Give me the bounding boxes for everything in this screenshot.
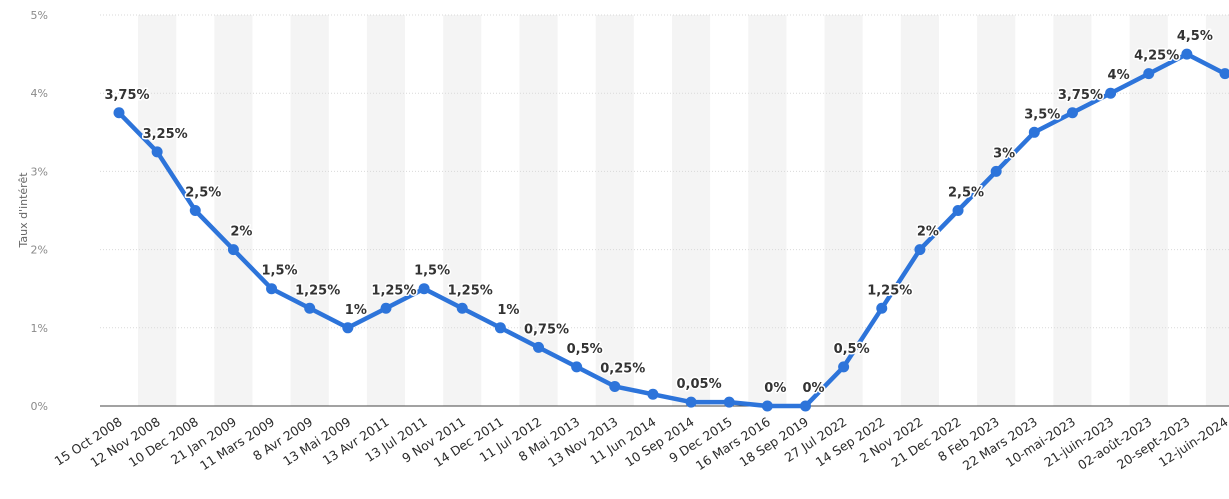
series-line-path [116,51,1228,409]
data-point [304,302,316,314]
data-label: 0,5% [567,342,603,357]
data-label: 1% [497,303,519,318]
data-label: 1,25% [295,283,340,298]
data-point [1105,87,1117,99]
data-point [571,361,583,373]
background-band [595,15,634,406]
background-band [1205,15,1229,406]
data-point [151,146,163,158]
data-label: 1,5% [262,264,298,279]
data-point [723,396,735,408]
data-point [1028,126,1040,138]
y-tick-label: 0% [31,400,48,413]
data-label: 1,25% [371,283,416,298]
data-point [1143,68,1155,80]
data-point [876,302,888,314]
data-label: 2% [230,225,252,240]
data-label: 2,5% [948,186,984,201]
data-label: 4,5% [1177,29,1213,44]
data-point [266,283,278,295]
data-point [1181,48,1193,60]
data-point [799,400,811,412]
background-band [366,15,406,406]
gridlines [100,14,1229,329]
data-label: 1,25% [867,283,912,298]
data-point [761,400,773,412]
data-label: 0,75% [524,322,569,337]
background-band [748,15,787,406]
data-label: 4% [1108,68,1130,83]
data-label: 0,5% [834,342,870,357]
data-point [113,107,125,119]
data-point [494,322,506,334]
y-axis-label: Taux d'intérêt [17,172,30,249]
data-label: 3,75% [104,88,149,103]
data-point [189,205,201,216]
data-point [914,244,926,256]
data-point [609,380,621,392]
background-band [672,15,711,406]
data-point [952,205,964,216]
data-label: 3,5% [1024,107,1060,122]
data-point [1219,68,1229,80]
data-point [990,165,1002,177]
y-axis-ticks: 0% 1% 2% 3% 4% 5% [31,9,48,413]
data-label: 2,5% [185,186,221,201]
data-label: 0,25% [600,361,645,376]
y-tick-label: 3% [31,165,48,178]
data-point [647,388,659,400]
data-point [227,244,239,256]
background-band [977,15,1016,406]
data-label: 3,25% [143,127,188,142]
data-label: 1,25% [448,283,493,298]
data-point [838,361,850,373]
data-point [533,341,545,353]
data-label: 3% [993,146,1015,161]
background-band [900,15,939,406]
data-points [113,48,1229,412]
data-point [380,302,392,314]
data-label: 0% [802,381,824,396]
background-band [824,15,863,406]
background-band [138,15,177,406]
background-band [443,15,482,406]
data-label: 0,05% [677,377,722,392]
background-bands [138,15,1229,406]
y-tick-label: 5% [31,9,48,22]
data-point [456,302,468,314]
background-band [1053,15,1092,406]
data-point [685,396,697,408]
data-label: 1,5% [414,264,450,279]
data-label: 1% [345,303,367,318]
data-label: 0% [764,381,786,396]
y-tick-label: 4% [31,87,48,100]
series-line [116,51,1228,409]
data-label: 2% [917,225,939,240]
data-point [342,322,354,334]
y-tick-label: 1% [31,322,48,335]
data-point [418,283,430,295]
data-labels: 3,75% 3,25% 2,5% 2% 1,5% 1,25% 1% 1,25% 1,5% 1,25… [103,28,1214,398]
data-label: 3,75% [1058,88,1103,103]
data-point [1066,107,1078,119]
y-tick-label: 2% [31,244,48,257]
background-band [290,15,329,406]
data-label: 4,25% [1134,49,1179,64]
background-band [214,15,253,406]
